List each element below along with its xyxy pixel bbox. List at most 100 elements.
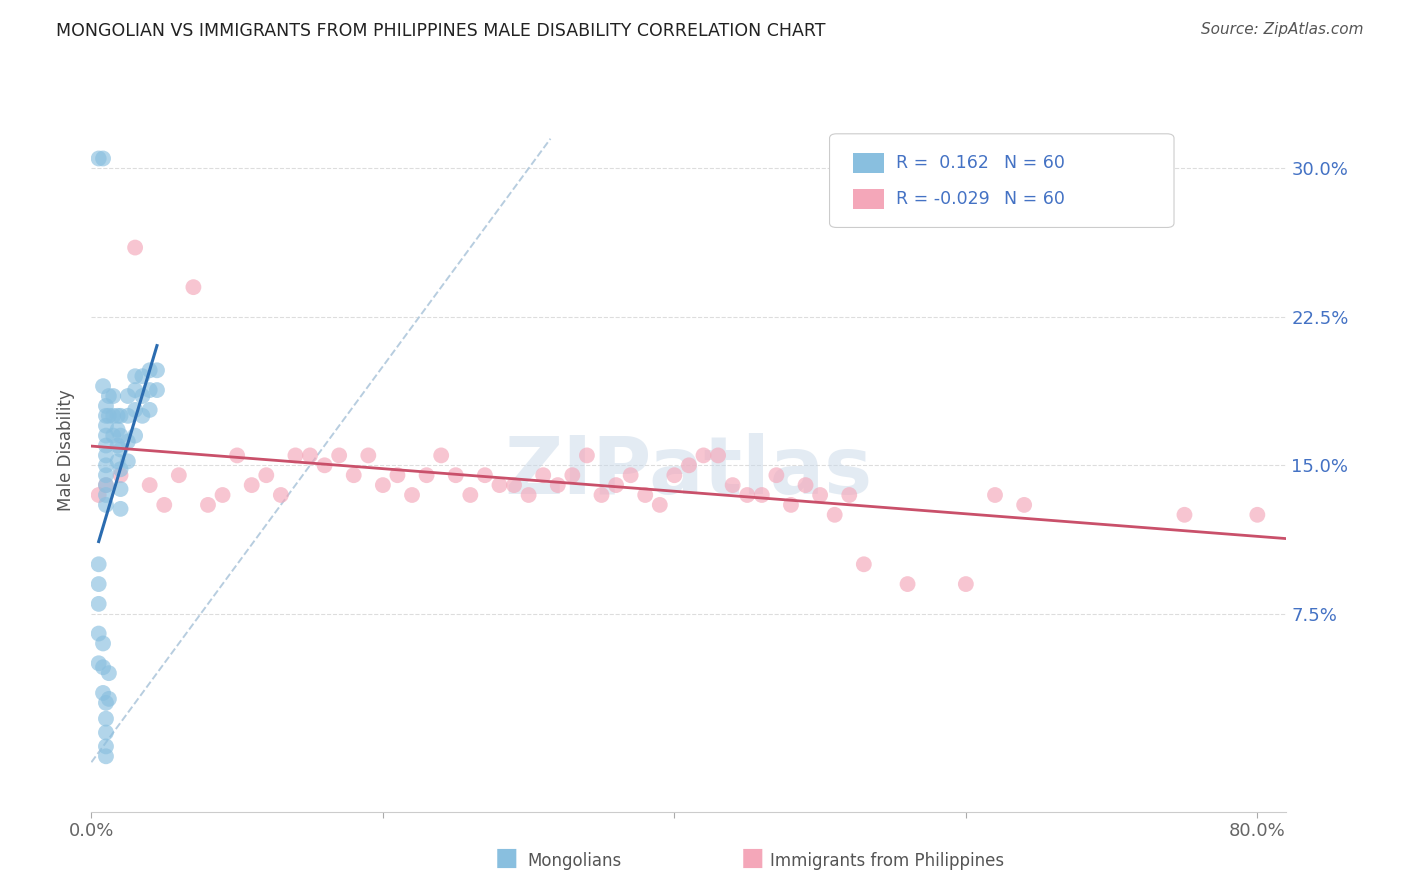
Point [1246, 508, 1268, 522]
Point [87, 657, 110, 671]
Point [167, 468, 190, 483]
Point [211, 488, 233, 502]
Point [91, 686, 114, 700]
Point [110, 409, 132, 423]
Point [91, 636, 114, 650]
Point [110, 482, 132, 496]
Point [1012, 498, 1035, 512]
Point [94, 418, 117, 433]
Point [575, 449, 598, 463]
Point [110, 462, 132, 476]
Point [751, 488, 773, 502]
Text: R = -0.029: R = -0.029 [896, 190, 990, 208]
Point [94, 458, 117, 473]
Point [91, 152, 114, 166]
Point [94, 438, 117, 452]
Text: ■: ■ [741, 846, 763, 870]
Point [117, 434, 139, 449]
Y-axis label: Male Disability: Male Disability [58, 390, 76, 511]
Point [824, 508, 846, 522]
Point [984, 488, 1007, 502]
Point [110, 468, 132, 483]
Point [314, 458, 336, 473]
Point [87, 597, 110, 611]
Point [97, 409, 120, 423]
Point [103, 428, 125, 442]
Point [87, 488, 110, 502]
Point [107, 423, 129, 437]
Point [517, 488, 540, 502]
Point [94, 712, 117, 726]
Point [87, 558, 110, 572]
Point [94, 478, 117, 492]
Point [591, 488, 613, 502]
Point [94, 696, 117, 710]
Point [94, 449, 117, 463]
Point [94, 498, 117, 512]
Point [707, 449, 730, 463]
Point [107, 454, 129, 468]
Text: Immigrants from Philippines: Immigrants from Philippines [770, 852, 1005, 870]
Point [808, 488, 831, 502]
Point [270, 488, 292, 502]
Point [240, 478, 263, 492]
Point [387, 468, 409, 483]
Point [955, 577, 977, 591]
Point [838, 488, 860, 502]
Point [138, 403, 160, 417]
Point [721, 478, 744, 492]
Point [547, 478, 569, 492]
Point [896, 577, 918, 591]
Point [605, 478, 627, 492]
Point [87, 577, 110, 591]
Point [401, 488, 423, 502]
Point [146, 383, 169, 397]
Point [94, 399, 117, 413]
Point [343, 468, 366, 483]
Point [620, 468, 643, 483]
Point [780, 498, 803, 512]
Point [103, 409, 125, 423]
Point [138, 478, 160, 492]
Point [146, 363, 169, 377]
Point [131, 389, 153, 403]
Point [503, 478, 526, 492]
Point [87, 626, 110, 640]
Point [110, 442, 132, 457]
Point [692, 449, 714, 463]
Point [357, 449, 380, 463]
Point [488, 478, 510, 492]
Point [131, 409, 153, 423]
Point [328, 449, 350, 463]
Point [94, 428, 117, 442]
Point [94, 749, 117, 764]
Point [460, 488, 482, 502]
Point [794, 478, 817, 492]
Point [94, 468, 117, 483]
Point [94, 488, 117, 502]
Point [94, 739, 117, 754]
Text: MONGOLIAN VS IMMIGRANTS FROM PHILIPPINES MALE DISABILITY CORRELATION CHART: MONGOLIAN VS IMMIGRANTS FROM PHILIPPINES… [56, 22, 825, 40]
Text: Source: ZipAtlas.com: Source: ZipAtlas.com [1201, 22, 1364, 37]
Point [474, 468, 496, 483]
Text: N = 60: N = 60 [1004, 190, 1064, 208]
Point [735, 488, 758, 502]
Point [91, 660, 114, 674]
Point [298, 449, 321, 463]
Point [664, 468, 686, 483]
Point [430, 449, 453, 463]
Point [254, 468, 277, 483]
Text: Mongolians: Mongolians [527, 852, 621, 870]
Point [110, 428, 132, 442]
Point [124, 428, 146, 442]
Point [531, 468, 554, 483]
Point [153, 498, 176, 512]
Point [124, 241, 146, 255]
Point [97, 666, 120, 681]
Point [94, 409, 117, 423]
Point [852, 558, 875, 572]
Point [284, 449, 307, 463]
Point [91, 379, 114, 393]
Point [131, 369, 153, 384]
Point [371, 478, 394, 492]
